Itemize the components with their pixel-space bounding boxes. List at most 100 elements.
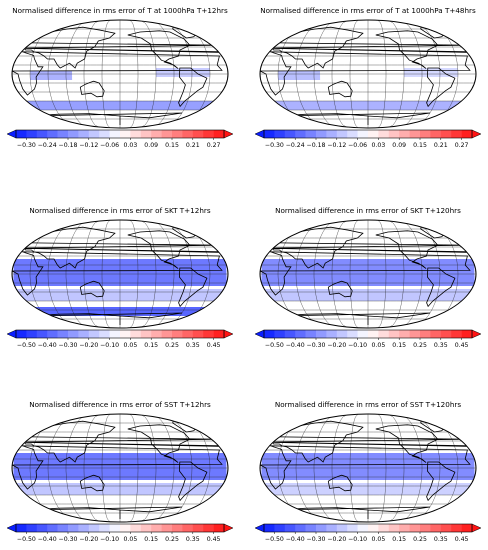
graticule-meridian <box>377 414 387 522</box>
graticule-meridian <box>83 20 101 128</box>
colorbar-tick-label: 0.21 <box>434 142 448 149</box>
coastline-greenland <box>260 417 279 433</box>
panel-title: Normalised difference in rms error of SK… <box>29 206 211 215</box>
colorbar-segment <box>430 130 442 138</box>
colorbar-tick-label: −0.20 <box>327 342 346 349</box>
coastline-antarctica <box>30 312 183 325</box>
graticule-meridian <box>83 414 101 522</box>
colorbar-tick-label: −0.18 <box>307 142 326 149</box>
graticule-meridian <box>331 414 349 522</box>
coastline-south-america <box>426 461 456 502</box>
colorbar-segment <box>388 130 400 138</box>
panel-title: Normalised difference in rms error of T … <box>12 6 228 15</box>
colorbar-frame <box>263 329 473 339</box>
colorbar-segment <box>378 524 390 532</box>
colorbar-segment <box>57 524 69 532</box>
colorbar-segment <box>140 524 152 532</box>
panel-title: Normalised difference in rms error of SK… <box>275 206 461 215</box>
colorbar-tick-label: 0.25 <box>165 342 179 349</box>
colorbar-segment <box>16 524 27 532</box>
colorbar-segment <box>451 524 462 532</box>
map <box>11 413 229 523</box>
colorbar-segment <box>378 130 390 138</box>
colorbar-segment <box>295 130 306 138</box>
coastline-north-america <box>375 230 439 269</box>
panel-3: Normalised difference in rms error of SK… <box>4 206 236 356</box>
colorbar-segment <box>420 524 431 532</box>
coastline-australia <box>327 80 353 98</box>
colorbar-segment <box>336 330 348 338</box>
colorbar-segment <box>68 130 79 138</box>
map <box>11 19 229 129</box>
panel-title: Normalised difference in rms error of SS… <box>29 400 211 409</box>
map <box>11 219 229 329</box>
colorbar-tick-label: 0.15 <box>144 536 158 543</box>
colorbar-tick-label: −0.20 <box>327 536 346 543</box>
colorbar-tick-label: 0.45 <box>455 536 469 543</box>
colorbar-segment <box>203 330 214 338</box>
graticule-meridian <box>313 20 339 128</box>
colorbar-tick-label: 0.45 <box>207 536 221 543</box>
colorbar-extend-high <box>223 129 234 139</box>
colorbar-segment <box>399 330 410 338</box>
colorbar-segment <box>409 330 421 338</box>
graticule-meridian <box>101 20 111 128</box>
colorbar-segment <box>399 130 410 138</box>
colorbar-segment <box>409 130 421 138</box>
data-region-2 <box>278 71 321 80</box>
graticule-meridian <box>65 20 91 128</box>
colorbar-segment <box>68 524 79 532</box>
colorbar-tick-label: −0.40 <box>286 342 305 349</box>
map-outline <box>11 413 229 523</box>
coastline-north-america <box>375 424 439 463</box>
colorbar-segment <box>88 130 100 138</box>
map-outline <box>259 19 477 129</box>
graticule-meridian <box>387 20 405 128</box>
colorbar-segment <box>461 524 473 532</box>
colorbar-tick-label: 0.03 <box>372 142 386 149</box>
colorbar-segment <box>430 524 442 532</box>
colorbar-segment <box>99 130 110 138</box>
coastline-south-america <box>426 67 456 108</box>
colorbar-segment <box>78 524 90 532</box>
colorbar: −0.50 −0.40 −0.30 −0.20 −0.10 0.05 0.15 0.25 0.3… <box>6 329 234 349</box>
coastline-australia <box>79 80 105 98</box>
colorbar-frame <box>263 129 473 139</box>
colorbar-segment <box>36 330 48 338</box>
colorbar-segment <box>140 130 152 138</box>
panel-title: Normalised difference in rms error of SS… <box>274 400 462 409</box>
data-region-2 <box>30 71 73 80</box>
colorbar-segment <box>203 524 214 532</box>
colorbar-segment <box>172 130 183 138</box>
colorbar-segment <box>213 524 225 532</box>
graticule-meridian <box>407 20 441 128</box>
coastline-north-america <box>375 30 439 69</box>
graticule-meridian <box>129 414 139 522</box>
colorbar-segment <box>36 130 48 138</box>
colorbar-segment <box>57 130 69 138</box>
colorbar-tick-label: 0.45 <box>207 342 221 349</box>
colorbar-tick-label: 0.03 <box>124 142 138 149</box>
colorbar-tick-label: 0.05 <box>372 536 386 543</box>
colorbar-segment <box>420 330 431 338</box>
graticule-meridian <box>159 220 193 328</box>
coastline-north-america <box>127 230 191 269</box>
colorbar-segment <box>47 330 58 338</box>
colorbar-segment <box>213 130 225 138</box>
colorbar-tick-label: −0.12 <box>327 142 346 149</box>
graticule-meridian <box>331 220 349 328</box>
colorbar-tick-label: 0.05 <box>124 536 138 543</box>
colorbar-tick-label: −0.40 <box>38 342 57 349</box>
colorbar-segment <box>151 130 162 138</box>
colorbar-segment <box>368 330 379 338</box>
colorbar-segment <box>295 330 306 338</box>
panel-2: Normalised difference in rms error of T … <box>252 6 484 156</box>
colorbar-segment <box>78 330 90 338</box>
colorbar-segment <box>357 330 369 338</box>
coastline-greenland <box>12 417 31 433</box>
coastline-africa <box>12 251 223 296</box>
colorbar-segment <box>151 524 162 532</box>
colorbar-tick-label: 0.25 <box>165 536 179 543</box>
colorbar-segment <box>440 524 452 532</box>
colorbar-frame <box>263 523 473 533</box>
